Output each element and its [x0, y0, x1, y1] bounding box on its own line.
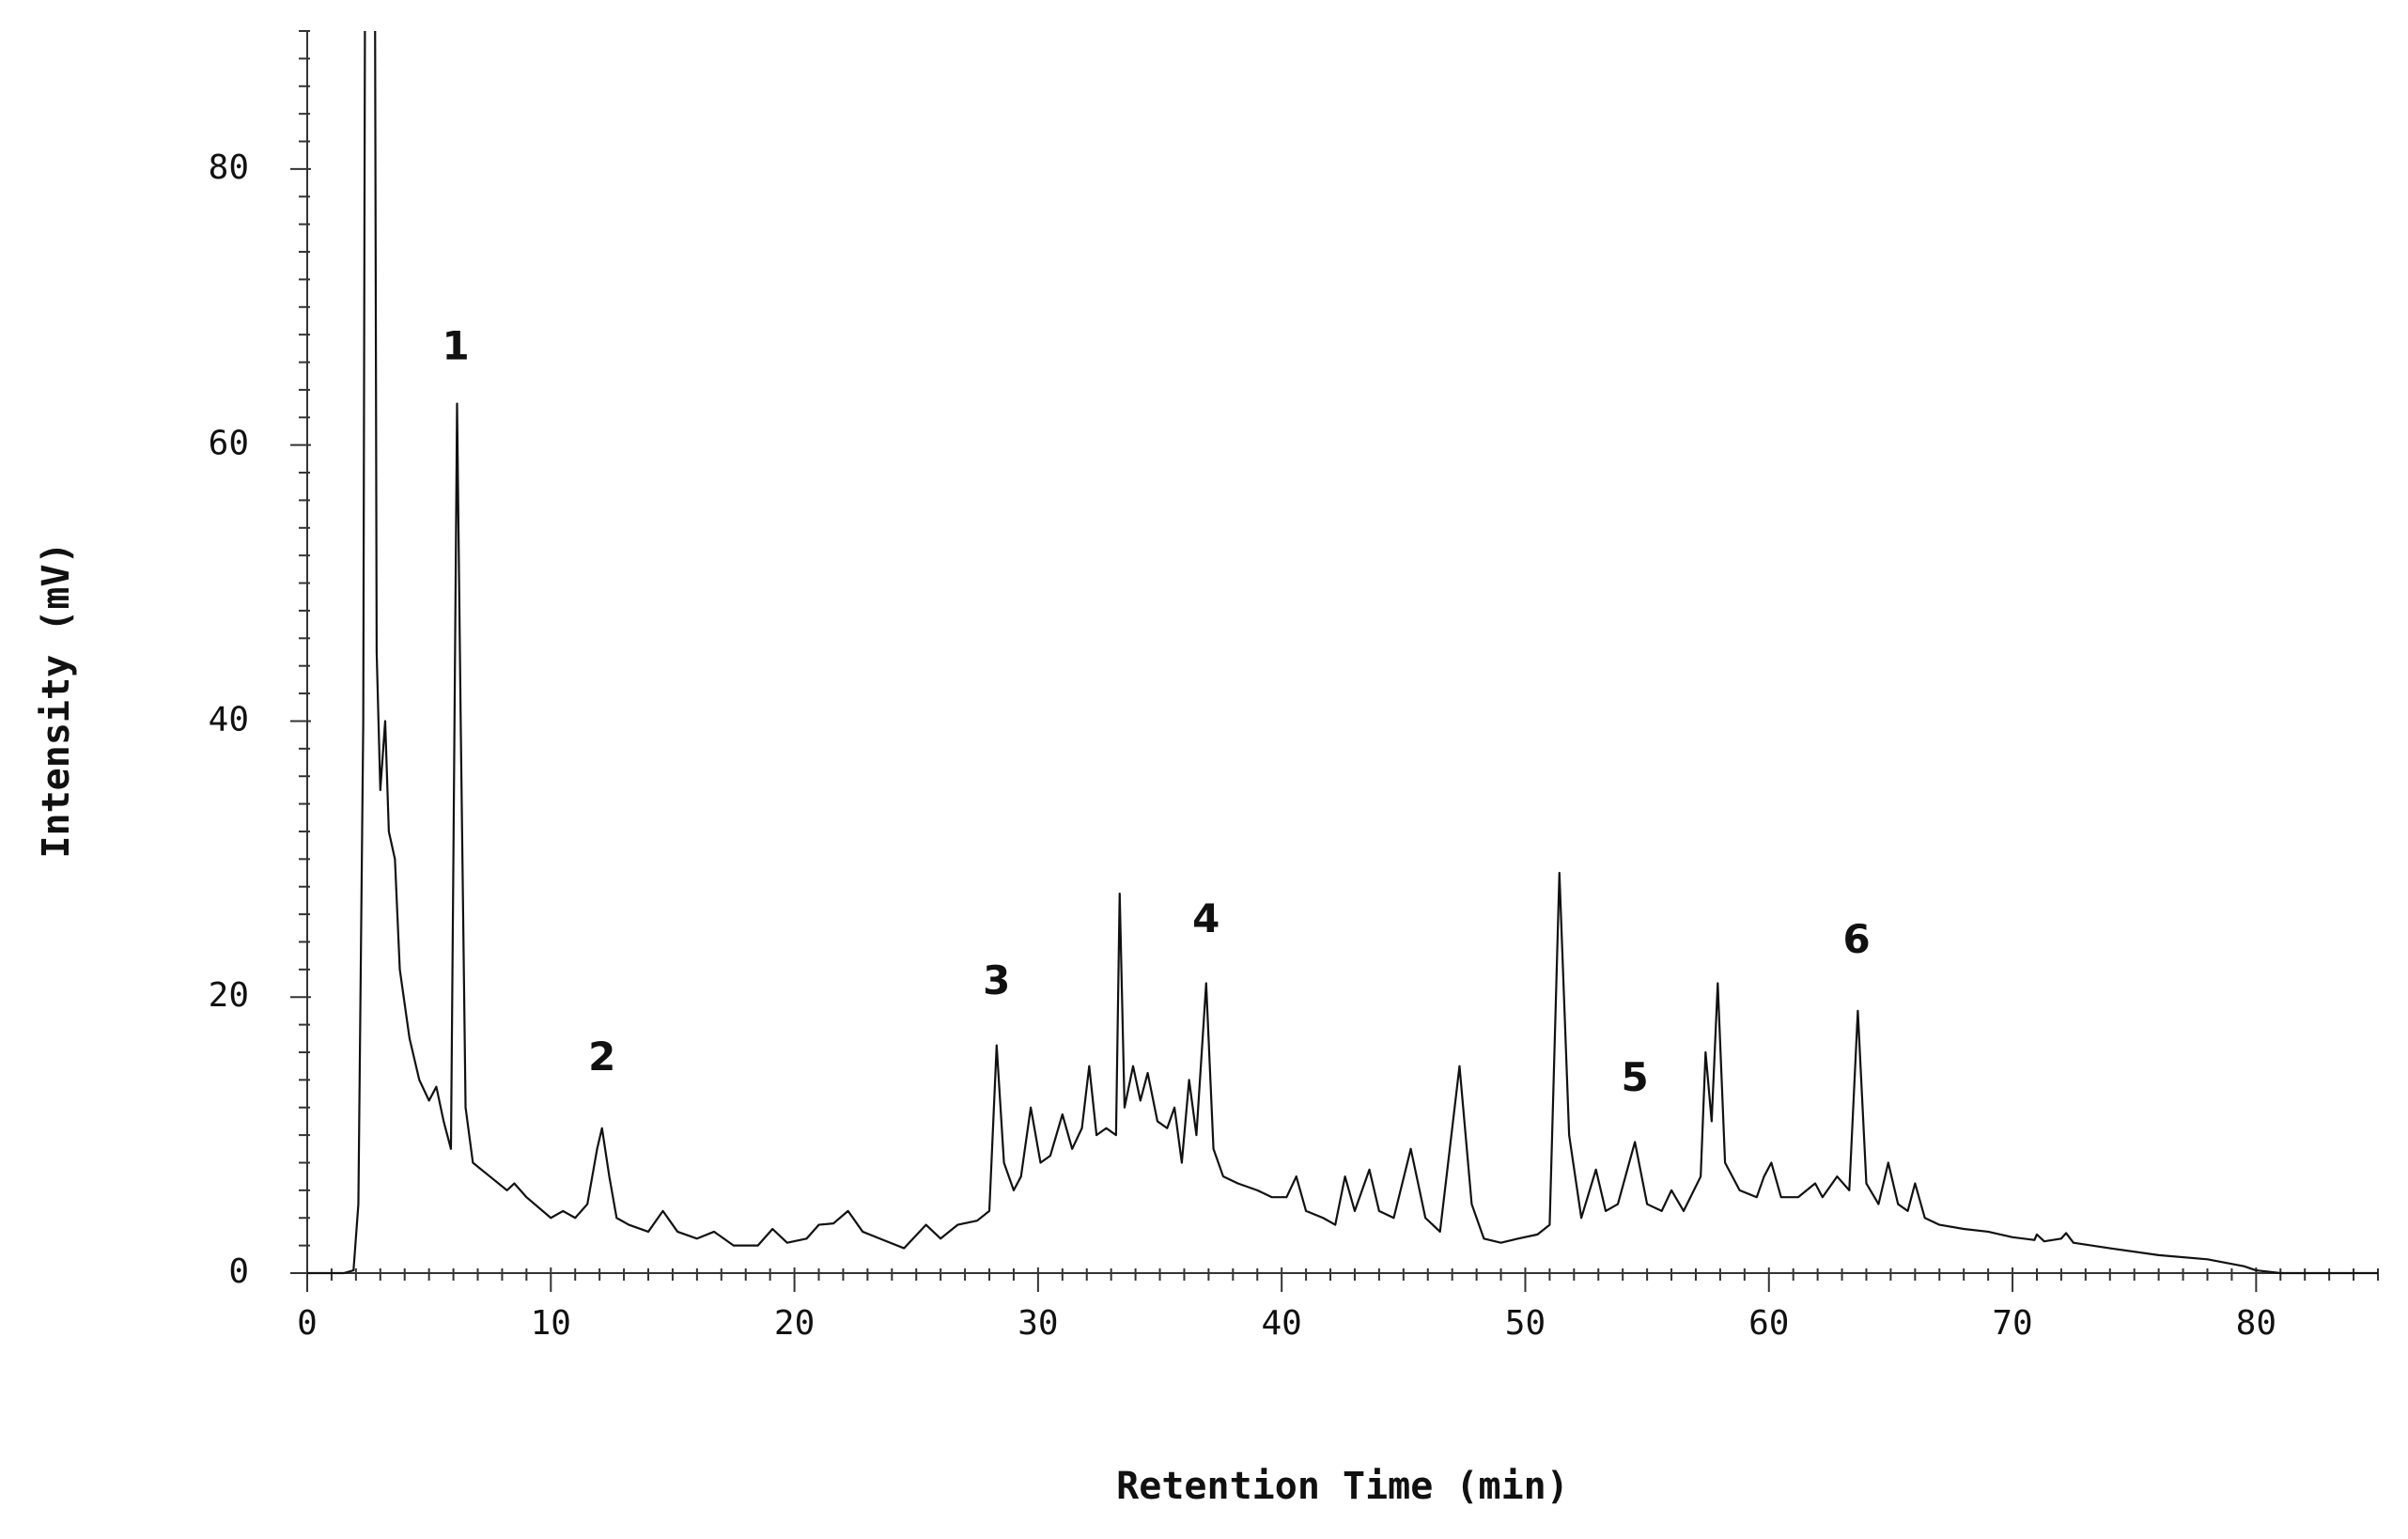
chromatogram-line	[307, 31, 2378, 1275]
peak-label: 5	[1622, 1054, 1649, 1100]
peak-label: 1	[443, 322, 470, 368]
peak-label: 4	[1192, 895, 1220, 941]
peak-label: 2	[588, 1034, 615, 1080]
x-tick-label: 50	[1505, 1304, 1546, 1343]
x-axis-title: Retention Time (min)	[1116, 1465, 1569, 1508]
x-tick-label: 60	[1748, 1304, 1789, 1343]
y-tick-label: 80	[209, 148, 249, 187]
peak-label: 6	[1842, 916, 1870, 962]
x-tick-label: 80	[2236, 1304, 2276, 1343]
x-tick-label: 70	[1992, 1304, 2032, 1343]
x-tick-label: 0	[297, 1304, 318, 1343]
x-tick-label: 40	[1261, 1304, 1301, 1343]
peak-label: 3	[983, 957, 1010, 1003]
y-axis-title: Intensity (mV)	[35, 541, 78, 858]
y-tick-label: 20	[209, 976, 249, 1015]
y-tick-label: 60	[209, 425, 249, 463]
x-tick-label: 10	[531, 1304, 571, 1343]
y-tick-label: 40	[209, 700, 249, 738]
x-tick-label: 30	[1018, 1304, 1058, 1343]
y-tick-label: 0	[228, 1252, 249, 1291]
x-tick-label: 20	[774, 1304, 815, 1343]
